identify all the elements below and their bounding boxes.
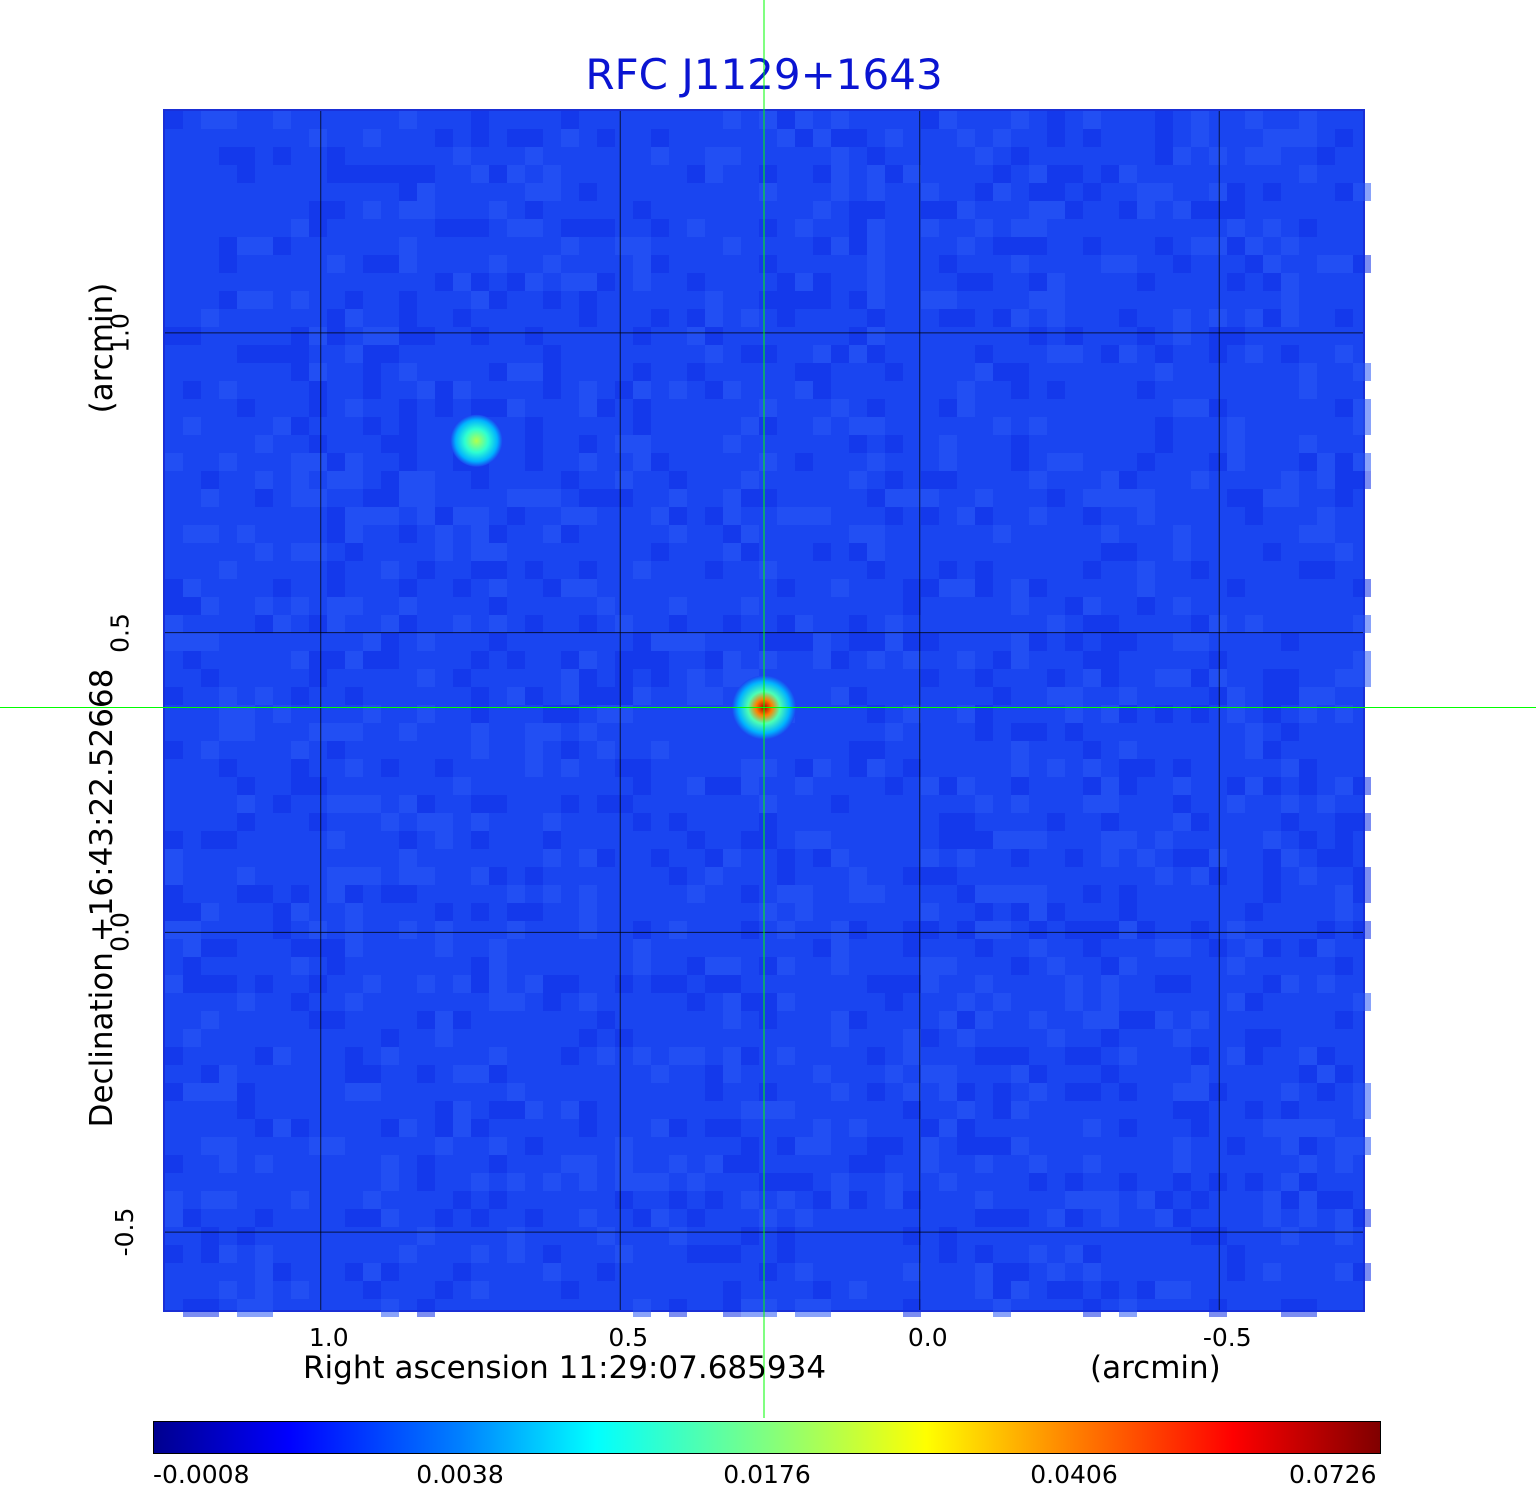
colorbar-tick-label: 0.0726 [1289, 1460, 1377, 1489]
x-tick-label: -0.5 [1202, 1323, 1252, 1352]
y-tick-label: 0.5 [105, 612, 135, 653]
colorbar-tick-label: -0.0008 [153, 1460, 250, 1489]
x-tick-label: 1.0 [308, 1323, 349, 1352]
x-tick-label: 0.0 [907, 1323, 948, 1352]
plot-area [163, 109, 1365, 1312]
y-tick-label: -0.5 [109, 1207, 139, 1257]
colorbar-tick-label: 0.0406 [1030, 1460, 1118, 1489]
x-axis-unit: (arcmin) [1090, 1350, 1221, 1386]
colorbar [153, 1421, 1381, 1454]
x-tick-label: 0.5 [608, 1323, 649, 1352]
y-axis-unit: (arcmin) [84, 282, 120, 414]
x-axis-label: Right ascension 11:29:07.685934 [303, 1350, 827, 1386]
chart-title: RFC J1129+1643 [585, 50, 943, 99]
colorbar-tick-label: 0.0038 [416, 1460, 504, 1489]
y-axis-label: Declination +16:43:22.52668 [84, 668, 120, 1128]
colorbar-tick-label: 0.0176 [723, 1460, 811, 1489]
